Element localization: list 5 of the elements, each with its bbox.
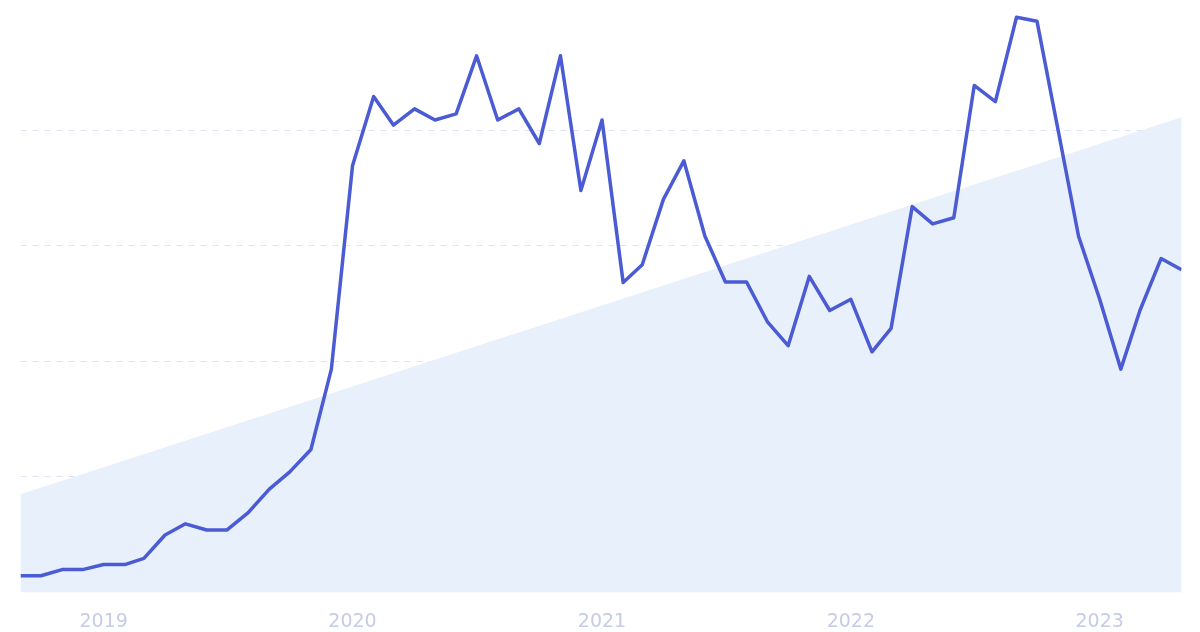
x-tick-label: 2023 <box>1075 608 1124 631</box>
x-tick-label: 2020 <box>328 608 377 631</box>
x-tick-label: 2021 <box>577 608 627 631</box>
x-tick-label: 2019 <box>79 608 128 631</box>
x-tick-label: 2022 <box>826 608 876 631</box>
